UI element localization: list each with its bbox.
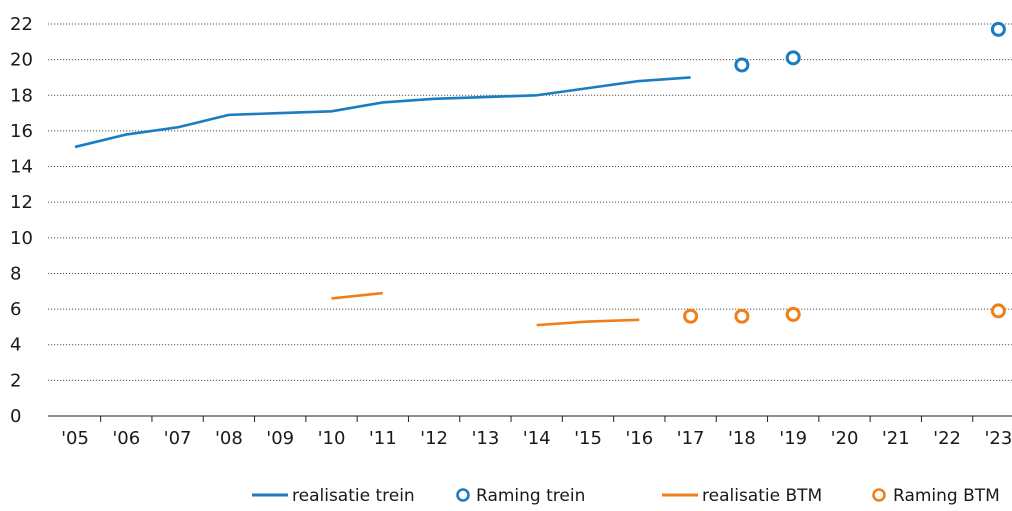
x-tick-label: '17 [677, 428, 705, 449]
x-tick-label: '23 [984, 428, 1012, 449]
x-tick-label: '18 [728, 428, 756, 449]
x-tick-label: '05 [61, 428, 89, 449]
y-tick-label: 8 [10, 263, 21, 284]
y-tick-label: 4 [10, 335, 21, 356]
series-line-realisatie-btm-segment-1 [536, 318, 640, 327]
x-tick-label: '21 [882, 428, 910, 449]
x-tick-label: '09 [266, 428, 294, 449]
marker-raming-btm [734, 308, 750, 324]
y-tick-label: 20 [10, 50, 33, 71]
marker-raming-btm [990, 303, 1006, 319]
x-tick-label: '10 [318, 428, 346, 449]
legend-item-realisatie-btm: realisatie BTM [662, 486, 822, 506]
legend: realisatie trein Raming trein realisatie B… [252, 486, 1000, 506]
y-tick-label: 12 [10, 192, 33, 213]
legend-item-raming-trein: Raming trein [456, 486, 585, 506]
x-tick-label: '08 [215, 428, 243, 449]
marker-raming-trein [785, 50, 801, 66]
series-layer [74, 21, 1006, 327]
x-tick-labels: '05 '06 '07 '08 '09 '10 '11 '12 '13 '14 '15 '16 '17 '… [61, 428, 1012, 449]
y-tick-label: 10 [10, 228, 33, 249]
x-tick-label: '06 [112, 428, 140, 449]
legend-circle-symbol [456, 488, 470, 502]
legend-label: Raming trein [476, 486, 585, 506]
legend-label: Raming BTM [893, 486, 1000, 506]
x-tick-label: '11 [369, 428, 397, 449]
legend-label: realisatie trein [292, 486, 415, 506]
x-tick-label: '14 [523, 428, 551, 449]
x-tick-label: '15 [574, 428, 602, 449]
marker-raming-trein [734, 57, 750, 73]
grid [48, 23, 1012, 381]
y-tick-label: 16 [10, 121, 33, 142]
y-tick-label: 18 [10, 85, 33, 106]
y-tick-label: 14 [10, 157, 33, 178]
marker-raming-trein [990, 21, 1006, 37]
legend-item-raming-btm: Raming BTM [872, 486, 1000, 506]
y-axis: 0 2 4 6 8 10 12 14 16 18 20 22 [10, 14, 33, 427]
x-tick-label: '22 [933, 428, 961, 449]
legend-label: realisatie BTM [702, 486, 822, 506]
marker-raming-btm [683, 308, 699, 324]
x-tick-label: '12 [420, 428, 448, 449]
x-tick-label: '07 [164, 428, 192, 449]
y-tick-label: 6 [10, 299, 21, 320]
series-line-realisatie-trein [74, 76, 691, 149]
y-tick-label: 0 [10, 406, 21, 427]
legend-item-realisatie-trein: realisatie trein [252, 486, 415, 506]
x-tick-label: '16 [625, 428, 653, 449]
x-tick-label: '13 [471, 428, 499, 449]
legend-circle-symbol [872, 488, 886, 502]
series-line-realisatie-btm-segment-0 [331, 291, 383, 300]
x-tick-label: '20 [831, 428, 859, 449]
y-tick-label: 2 [10, 370, 21, 391]
x-axis [48, 415, 1012, 422]
y-tick-label: 22 [10, 14, 33, 35]
x-tick-label: '19 [779, 428, 807, 449]
marker-raming-btm [785, 306, 801, 322]
